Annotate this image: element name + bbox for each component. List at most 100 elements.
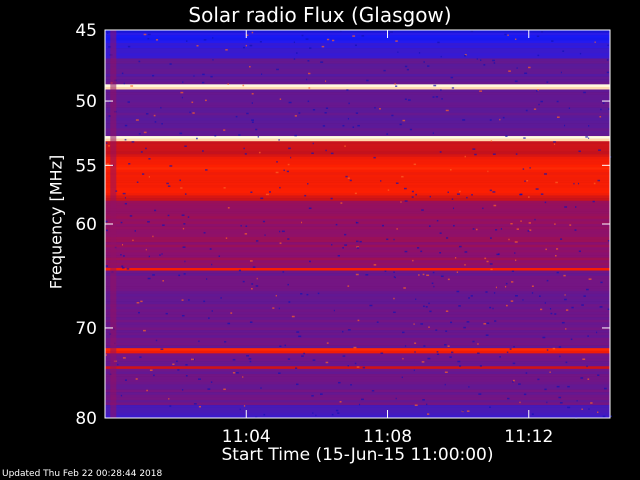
speckle-mark <box>264 234 266 236</box>
speckle-mark <box>540 193 544 195</box>
speckle-mark <box>279 345 282 347</box>
speckle-mark <box>255 285 259 287</box>
speckle-mark <box>577 182 580 185</box>
speckle-mark <box>207 388 211 390</box>
speckle-mark <box>509 348 512 350</box>
speckle-mark <box>422 273 425 276</box>
speckle-mark <box>393 297 395 300</box>
speckle-mark <box>272 307 275 309</box>
speckle-mark <box>594 41 596 43</box>
speckle-mark <box>556 385 560 388</box>
speckle-mark <box>369 304 373 307</box>
speckle-mark <box>451 351 454 354</box>
speckle-mark <box>600 281 603 284</box>
speckle-mark <box>445 310 449 312</box>
spectrogram-row <box>105 161 610 165</box>
speckle-mark <box>192 112 195 114</box>
speckle-mark <box>570 338 573 341</box>
speckle-mark <box>575 206 577 208</box>
spectrogram-row <box>105 205 610 209</box>
speckle-mark <box>149 369 153 371</box>
speckle-mark <box>201 81 205 84</box>
speckle-mark <box>489 406 491 408</box>
speckle-mark <box>169 405 172 407</box>
speckle-mark <box>278 372 281 374</box>
speckle-mark <box>145 248 147 251</box>
speckle-mark <box>395 40 398 42</box>
speckle-mark <box>352 35 356 37</box>
speckle-mark <box>339 401 342 403</box>
speckle-mark <box>147 33 151 36</box>
spectrogram-row <box>105 397 610 401</box>
speckle-mark <box>288 301 291 303</box>
speckle-mark <box>203 232 206 234</box>
spectrogram-row <box>105 304 610 308</box>
speckle-mark <box>421 361 425 363</box>
speckle-mark <box>182 81 184 83</box>
speckle-mark <box>508 238 510 241</box>
speckle-mark <box>320 393 323 395</box>
speckle-mark <box>153 374 155 377</box>
spectrogram-row <box>105 177 610 181</box>
speckle-mark <box>179 179 181 182</box>
speckle-mark <box>444 383 446 386</box>
speckle-mark <box>401 376 403 379</box>
speckle-mark <box>540 308 543 311</box>
speckle-mark <box>565 361 568 364</box>
speckle-mark <box>478 393 482 395</box>
speckle-mark <box>449 168 452 171</box>
speckle-mark <box>468 386 470 388</box>
speckle-mark <box>540 100 543 103</box>
speckle-mark <box>124 379 127 381</box>
speckle-mark <box>393 276 395 278</box>
speckle-mark <box>136 181 139 183</box>
speckle-mark <box>554 313 557 315</box>
speckle-mark <box>147 221 150 223</box>
speckle-mark <box>347 117 349 120</box>
speckle-mark <box>107 32 109 34</box>
spectrogram-row <box>105 386 610 390</box>
spectrogram-row <box>105 89 610 93</box>
speckle-mark <box>256 277 258 280</box>
speckle-mark <box>402 119 406 122</box>
speckle-mark <box>301 355 304 357</box>
speckle-mark <box>477 352 480 354</box>
speckle-mark <box>500 228 503 230</box>
speckle-mark <box>531 292 534 294</box>
speckle-mark <box>395 397 397 400</box>
speckle-mark <box>525 109 528 112</box>
speckle-mark <box>124 124 128 127</box>
speckle-mark <box>597 374 600 376</box>
spectrogram-row <box>105 322 610 326</box>
speckle-mark <box>307 182 309 185</box>
speckle-mark <box>485 291 488 293</box>
speckle-mark <box>544 173 547 175</box>
speckle-mark <box>371 390 375 392</box>
speckle-mark <box>246 112 249 115</box>
speckle-mark <box>261 73 263 75</box>
speckle-mark <box>432 271 435 274</box>
speckle-mark <box>148 255 150 258</box>
speckle-mark <box>244 233 248 235</box>
speckle-mark <box>230 312 233 314</box>
speckle-mark <box>433 84 437 87</box>
speckle-mark <box>325 107 329 109</box>
speckle-mark <box>249 360 252 363</box>
speckle-mark <box>308 72 311 75</box>
speckle-mark <box>596 331 598 334</box>
speckle-mark <box>493 62 496 64</box>
speckle-mark <box>567 406 571 409</box>
spectrogram-row <box>105 169 610 173</box>
spectrogram-row <box>105 231 610 235</box>
speckle-mark <box>321 45 325 48</box>
speckle-mark <box>510 300 514 302</box>
spectrogram-row <box>105 76 610 80</box>
speckle-mark <box>477 343 479 345</box>
spectrogram-row <box>105 415 610 419</box>
speckle-mark <box>122 244 124 246</box>
speckle-mark <box>376 321 379 323</box>
speckle-mark <box>546 401 548 404</box>
speckle-mark <box>203 300 206 303</box>
speckle-mark <box>129 215 133 217</box>
speckle-mark <box>359 240 362 243</box>
